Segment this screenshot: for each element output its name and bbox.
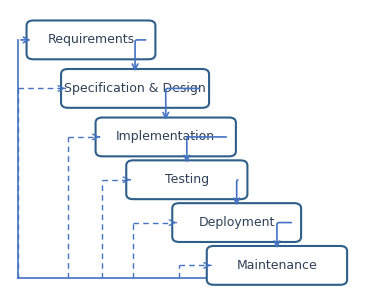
FancyBboxPatch shape xyxy=(172,203,301,242)
Text: Testing: Testing xyxy=(165,173,209,186)
Text: Implementation: Implementation xyxy=(116,130,215,143)
Text: Maintenance: Maintenance xyxy=(237,259,317,272)
FancyBboxPatch shape xyxy=(126,160,247,199)
Text: Specification & Design: Specification & Design xyxy=(64,82,206,95)
FancyBboxPatch shape xyxy=(26,20,155,59)
FancyBboxPatch shape xyxy=(61,69,209,108)
FancyBboxPatch shape xyxy=(207,246,347,285)
Text: Deployment: Deployment xyxy=(198,216,275,229)
FancyBboxPatch shape xyxy=(96,118,236,156)
Text: Requirements: Requirements xyxy=(47,33,135,46)
